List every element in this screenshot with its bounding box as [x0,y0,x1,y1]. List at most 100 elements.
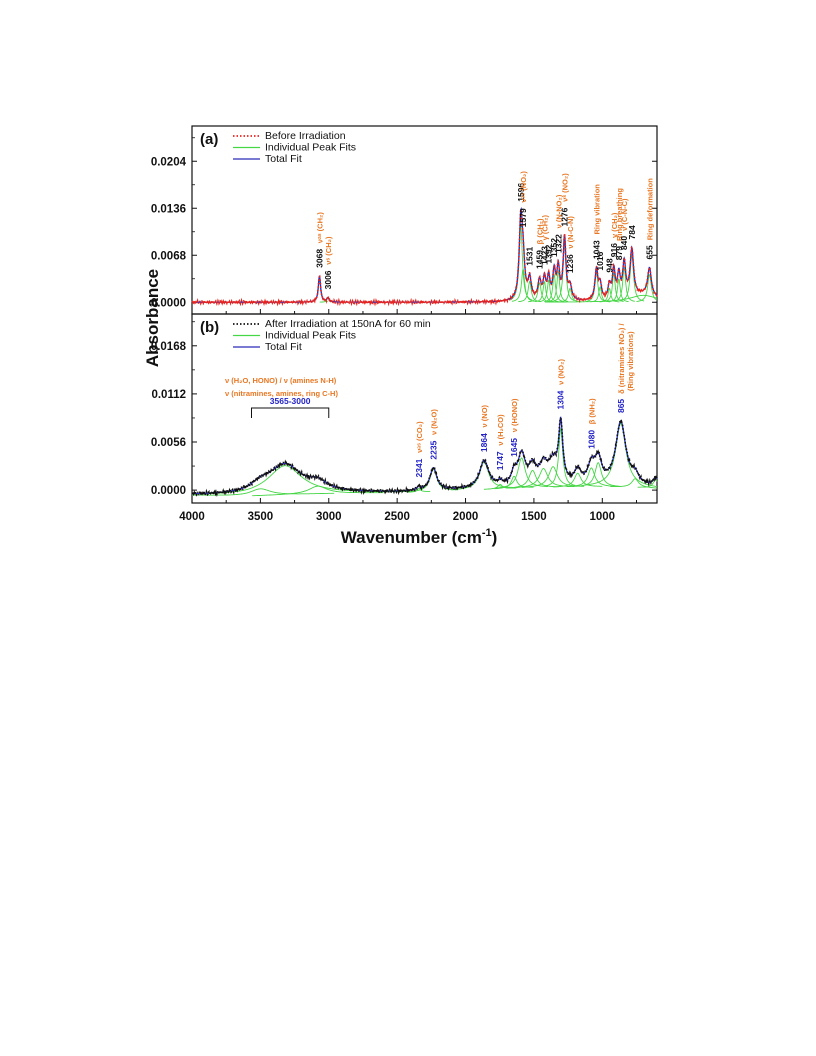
peak-assignment-label: νˢ (CH₂) [324,236,333,265]
peak-wavenumber-label: 879 [614,246,624,260]
peak-wavenumber-label: 1645 [509,438,519,457]
individual-peak-fit-curve [566,467,617,488]
individual-peak-fit-curve [544,273,564,302]
y-tick-label: 0.0000 [151,485,186,497]
peak-wavenumber-label: 1747 [495,451,505,470]
legend-label: After Irradiation at 150nA for 60 min [265,318,431,330]
peak-wavenumber-label: 1236 [565,254,575,273]
peak-assignment-label: νᵃˢ (CH₂) [315,212,324,244]
peak-assignment-label: γ (CH₂) [540,214,549,240]
peak-assignment-label: ν (H₂CO) [496,414,505,446]
peak-assignment-label: νᵃˢ (CO₂) [415,421,424,453]
total-fit-curve [192,416,658,495]
peak-assignment-label: β (CH₂) [536,218,545,244]
x-tick-label: 1000 [589,511,615,523]
x-tick-label: 2000 [453,511,479,523]
x-tick-label: 2500 [384,511,410,523]
peak-wavenumber-label: 1276 [560,207,570,226]
peak-assignment-label: νᵃˢ (NO₂) [519,171,528,203]
x-tick-label: 3500 [248,511,274,523]
x-tick-label: 4000 [179,511,205,523]
peak-wavenumber-label: 1043 [591,240,601,259]
peak-wavenumber-label: 1352 [549,238,559,257]
peak-assignment-label: β (NH₂) [587,398,596,424]
y-tick-label: 0.0056 [151,437,186,449]
x-axis-title-closing: ) [492,528,498,547]
plot-frame [191,313,658,504]
individual-peak-fit-curve [544,294,658,303]
broad-band-assignment-line1: ν (H₂O, HONO) / ν (amines N-H) [225,376,337,385]
peak-wavenumber-label: 1531 [525,247,535,266]
y-tick-label: 0.0168 [151,341,187,353]
legend-label: Before Irradiation [265,130,346,142]
individual-peak-fit-curve [637,479,658,488]
x-axis-title-text: Wavenumber (cm [341,528,482,547]
peak-wavenumber-label: 1864 [479,433,489,452]
peak-wavenumber-label: 1596 [516,183,526,202]
ring-vibrations-annotation: (Ring vibrations) [626,331,635,391]
x-axis-title-superscript: -1 [482,527,492,539]
total-fit-curve [192,206,658,303]
individual-peak-fit-curve [575,462,622,487]
broad-band-assignment-line2: ν (nitramines, amines, ring C-H) [225,389,338,398]
peak-wavenumber-label: 655 [644,245,654,259]
individual-peak-fit-curve [553,472,603,488]
individual-peak-fit-curve [585,271,607,302]
peak-wavenumber-label: 1579 [518,208,528,227]
peak-assignment-label: Ring vibration [592,184,601,235]
individual-peak-fit-curve [610,478,657,489]
peak-assignment-label: δ (nitramines NO₂) / [617,323,626,394]
y-tick-label: 0.0136 [151,203,186,215]
y-tick-label: 0.0000 [151,297,186,309]
measured-spectrum-curve [191,416,658,499]
peak-assignment-label: ν (N-C-N) [566,216,575,249]
individual-peak-fit-curve [192,465,409,495]
peak-wavenumber-label: 1423 [539,246,549,265]
x-axis-title: Wavenumber (cm-1) [341,527,498,547]
peak-wavenumber-label: 1392 [544,244,554,263]
panel-b-after-irradiation: 0.0000 0.0056 0.0112 0.0168 (b) After Irradia… [151,313,658,523]
peak-assignment-label: ν (N₂O) [429,409,438,435]
peak-wavenumber-label: 2341 [414,458,424,477]
panel-label: (a) [200,131,218,148]
y-axis-title: Absorbance [143,269,162,367]
peak-wavenumber-label: 948 [604,258,614,272]
peak-assignment-label: ν (C-N-C) [620,198,629,231]
plot-frame [191,125,658,315]
panel-a-before-irradiation: 0.0000 0.0068 0.0136 0.0204 (a) Before Irradi… [151,125,658,315]
individual-peak-fit-curve [506,469,559,489]
peak-wavenumber-label: 916 [609,243,619,257]
peak-wavenumber-label: 2235 [428,440,438,459]
individual-peak-fit-curve [495,457,548,489]
peak-wavenumber-label: 865 [616,399,626,413]
x-tick-label: 3000 [316,511,342,523]
individual-peak-fit-curve [636,274,658,302]
peak-assignment-label: νˢ (NO₂) [561,173,570,202]
peak-assignment-label: Ring deformation [645,178,654,240]
legend-label: Individual Peak Fits [265,142,356,154]
peak-wavenumber-label: 1459 [535,250,545,269]
peak-wavenumber-label: 1322 [553,234,563,253]
peak-wavenumber-label: 840 [619,236,629,250]
legend-label: Total Fit [265,153,302,165]
peak-wavenumber-label: 1080 [586,430,596,449]
panel-label: (b) [200,319,219,336]
peak-assignment-label: γ (CH₂) [610,212,619,238]
individual-peak-fit-curve [583,423,657,488]
measured-spectrum-curve [191,207,658,307]
peak-wavenumber-label: 1304 [556,390,566,409]
legend-label: Total Fit [265,341,302,353]
y-tick-label: 0.0068 [151,250,187,262]
y-tick-label: 0.0112 [151,389,186,401]
x-tick-label: 1500 [521,511,547,523]
y-tick-label: 0.0204 [151,156,187,168]
legend-label: Individual Peak Fits [265,330,356,342]
peak-assignment-label: ν (HONO) [510,398,519,432]
peak-wavenumber-label: 784 [627,225,637,239]
individual-peak-fit-curve [407,487,431,493]
peak-wavenumber-label: 1016 [595,251,605,270]
peak-assignment-label: ν (NO₂) [557,359,566,385]
peak-assignment-label: ν (NO) [480,404,489,427]
broad-band-bracket [250,407,330,418]
